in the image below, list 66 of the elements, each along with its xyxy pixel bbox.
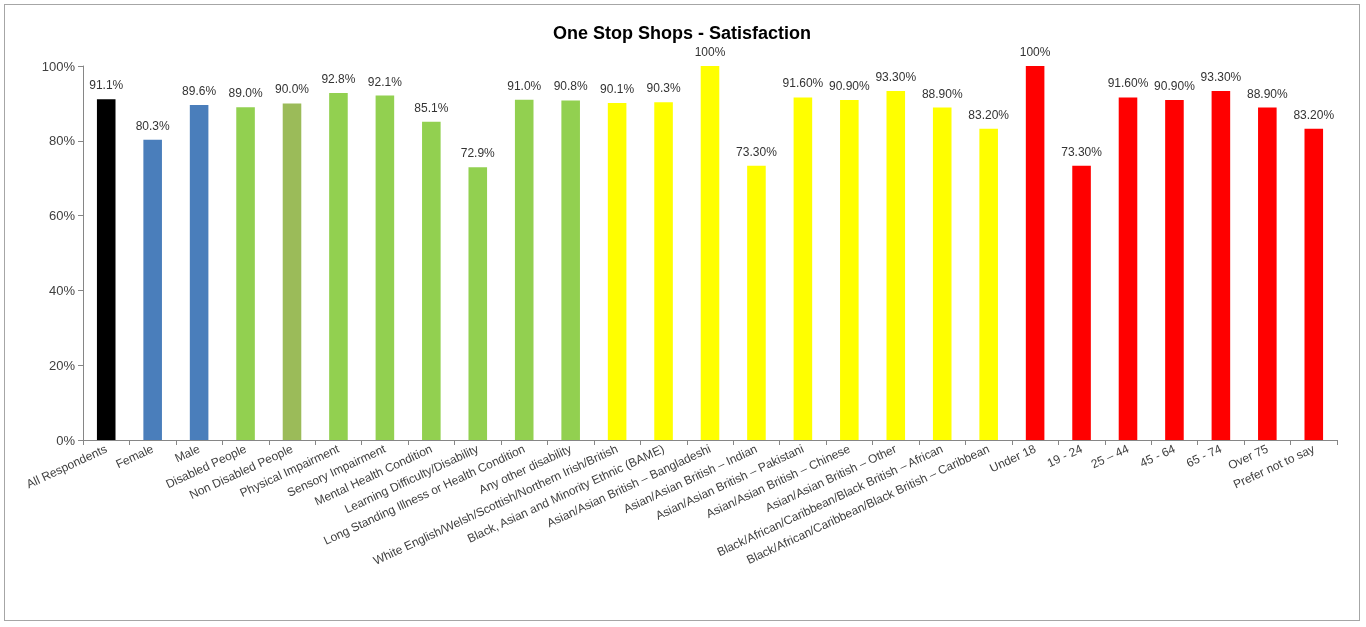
y-tick-label: 20% (48, 357, 76, 373)
data-label: 91.60% (782, 76, 824, 91)
bar (1165, 100, 1184, 440)
data-label: 90.3% (646, 81, 681, 96)
data-label: 100% (694, 45, 726, 59)
bar (468, 167, 488, 440)
bar (1304, 128, 1324, 440)
bar (1025, 66, 1045, 440)
bar (607, 103, 627, 440)
data-label: 89.6% (182, 83, 217, 98)
data-label: 73.30% (1061, 144, 1103, 159)
chart-title: One Stop Shops - Satisfaction (552, 23, 812, 43)
y-tick-label: 40% (48, 282, 76, 298)
bar (1072, 165, 1091, 440)
data-label: 83.20% (968, 107, 1010, 122)
bar (375, 95, 395, 440)
data-label: 92.8% (321, 71, 356, 86)
data-label: 90.90% (1154, 79, 1196, 94)
x-tick-label: 19 - 24 (1044, 441, 1085, 471)
bar (422, 121, 441, 440)
bar (793, 97, 813, 440)
data-label: 88.90% (921, 86, 963, 101)
bar (143, 139, 162, 440)
data-label: 92.1% (367, 74, 403, 89)
data-label: 90.0% (274, 82, 310, 97)
data-label: 89.0% (228, 86, 263, 101)
bar (1211, 91, 1231, 440)
bar (189, 104, 209, 440)
bar (561, 100, 580, 440)
bar (1258, 107, 1277, 440)
data-label: 93.30% (875, 70, 917, 85)
bar (236, 107, 255, 440)
data-label: 90.1% (600, 82, 635, 97)
data-label: 85.1% (414, 100, 449, 115)
x-tick-label: 65 - 74 (1184, 441, 1225, 471)
data-label: 100% (1019, 45, 1051, 59)
data-label: 80.3% (135, 118, 171, 133)
y-tick-label: 60% (48, 208, 76, 224)
bar (700, 66, 720, 440)
bar (329, 92, 348, 440)
bar (886, 91, 906, 440)
data-label: 90.90% (828, 79, 871, 94)
x-tick-label: Male (172, 441, 203, 466)
y-tick-label: 0% (56, 432, 76, 448)
data-label: 72.9% (460, 146, 496, 161)
bar (1118, 97, 1138, 440)
data-label: 90.8% (553, 79, 589, 94)
bar (979, 128, 998, 440)
x-tick-label: 25 – 44 (1088, 441, 1132, 472)
bar (654, 102, 673, 440)
bar (96, 99, 116, 440)
data-label: 91.1% (89, 78, 124, 93)
data-label: 83.20% (1293, 107, 1335, 122)
data-label: 91.60% (1107, 76, 1149, 91)
bar (514, 99, 534, 440)
y-tick-label: 100% (41, 58, 76, 74)
data-label: 73.30% (736, 144, 778, 159)
y-tick-label: 80% (48, 133, 76, 149)
data-label: 91.0% (507, 78, 542, 93)
bar (932, 107, 952, 440)
bar (747, 165, 766, 440)
data-label: 88.90% (1246, 86, 1289, 101)
bar (282, 103, 302, 440)
data-label: 93.30% (1200, 70, 1242, 85)
bar (840, 100, 859, 440)
x-tick-label: 45 - 64 (1137, 441, 1178, 471)
